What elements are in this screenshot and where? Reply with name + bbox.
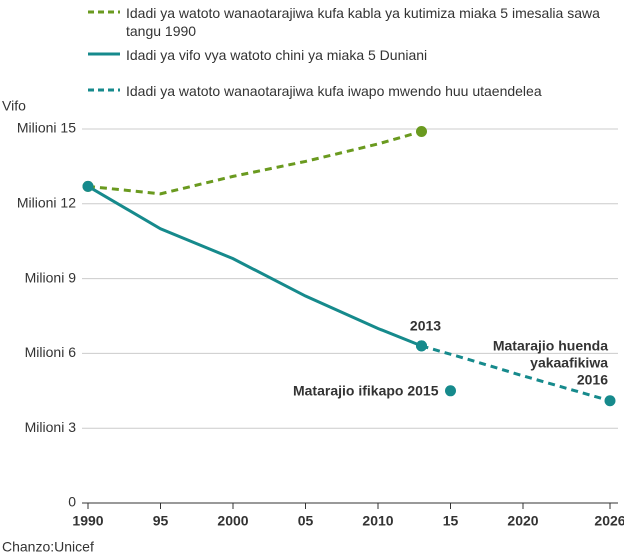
y-tick-label: 0 <box>68 494 76 510</box>
y-tick-label: Milioni 3 <box>25 419 77 435</box>
x-tick-label: 2020 <box>507 513 538 529</box>
annotation: yakaafikiwa <box>530 355 608 371</box>
y-tick-label: Milioni 15 <box>17 120 76 136</box>
point-marker <box>416 125 427 137</box>
series-line <box>87 185 423 348</box>
annotation: 2013 <box>410 318 441 334</box>
point-marker <box>82 180 94 192</box>
legend-text: Idadi ya watoto wanaotarajiwa kufa kabla… <box>126 5 600 39</box>
y-tick-label: Milioni 9 <box>25 269 77 285</box>
x-tick-label: 1990 <box>72 513 103 529</box>
y-tick-label: Milioni 12 <box>17 195 76 211</box>
y-tick-label: Milioni 6 <box>25 344 77 360</box>
annotation: Matarajio ifikapo 2015 <box>293 383 439 399</box>
annotation: 2016 <box>577 372 608 388</box>
point-marker <box>445 385 456 397</box>
x-tick-label: 2026 <box>594 513 624 529</box>
point-marker <box>416 340 427 352</box>
point-marker <box>604 395 616 407</box>
source: Chanzo:Unicef <box>2 539 94 555</box>
legend-text: Idadi ya vifo vya watoto chini ya miaka … <box>126 47 428 63</box>
x-tick-label: 15 <box>443 513 459 529</box>
annotation: Matarajio huenda <box>493 338 608 354</box>
x-tick-label: 2010 <box>362 513 393 529</box>
series-line <box>421 344 611 403</box>
x-tick-label: 2000 <box>217 513 248 529</box>
y-axis-label: Vifo <box>2 98 26 114</box>
x-tick-label: 95 <box>153 513 169 529</box>
series-line <box>87 130 422 196</box>
legend-text: Idadi ya watoto wanaotarajiwa kufa iwapo… <box>126 83 542 99</box>
x-tick-label: 05 <box>298 513 314 529</box>
